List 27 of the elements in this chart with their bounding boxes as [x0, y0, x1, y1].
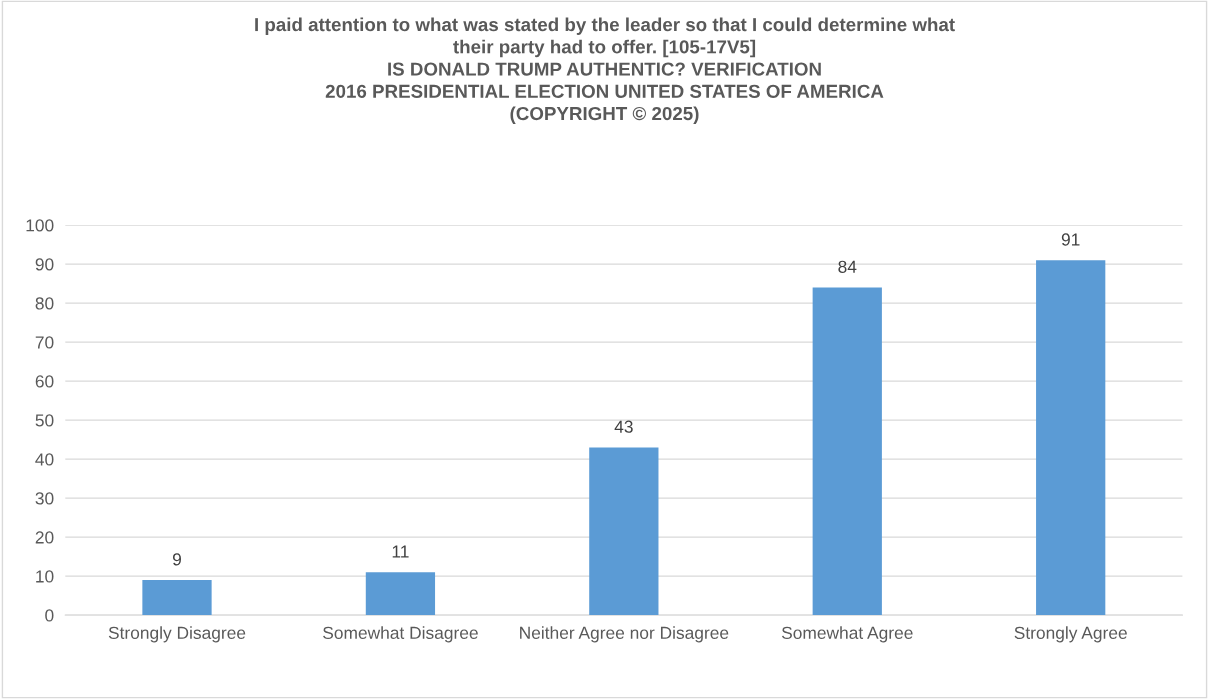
bar — [1036, 260, 1106, 616]
y-tick-label: 80 — [35, 297, 54, 310]
y-tick-label: 90 — [35, 258, 54, 271]
data-label: 91 — [1061, 233, 1080, 246]
y-tick-label: 40 — [35, 453, 54, 466]
y-tick-label: 10 — [36, 570, 54, 583]
y-tick-label: 100 — [26, 219, 54, 232]
x-tick-label: Neither Agree nor Disagree — [520, 626, 729, 643]
data-label: 11 — [392, 545, 409, 558]
y-tick-label: 20 — [35, 531, 54, 544]
bar — [589, 447, 659, 616]
bar — [812, 287, 882, 616]
bar — [365, 572, 436, 616]
x-tick-label: Somewhat Disagree — [323, 626, 478, 643]
y-tick-label: 60 — [35, 375, 54, 388]
x-tick-label: Somewhat Agree — [781, 626, 913, 643]
y-tick-label: 30 — [35, 492, 54, 505]
data-label: 9 — [172, 553, 181, 566]
x-tick-label: Strongly Agree — [1014, 626, 1127, 643]
data-label: 43 — [614, 420, 633, 433]
y-tick-label: 0 — [45, 609, 54, 622]
y-tick-label: 70 — [35, 336, 54, 349]
x-tick-label: Strongly Disagree — [108, 626, 246, 643]
y-tick-label: 50 — [35, 414, 54, 427]
data-label: 84 — [838, 260, 857, 273]
bar — [142, 580, 212, 616]
chart-title: I paid attention to what was stated by the leader so that I could determine what their party had to offer. [105-17V5] IS DONALD TRUMP AUTHENTIC? VERIFICATION 2016 PRESIDENTIAL ELECTION UNITED STATES OF AMERICA (COPYRIGHT © 2025) — [255, 17, 955, 124]
